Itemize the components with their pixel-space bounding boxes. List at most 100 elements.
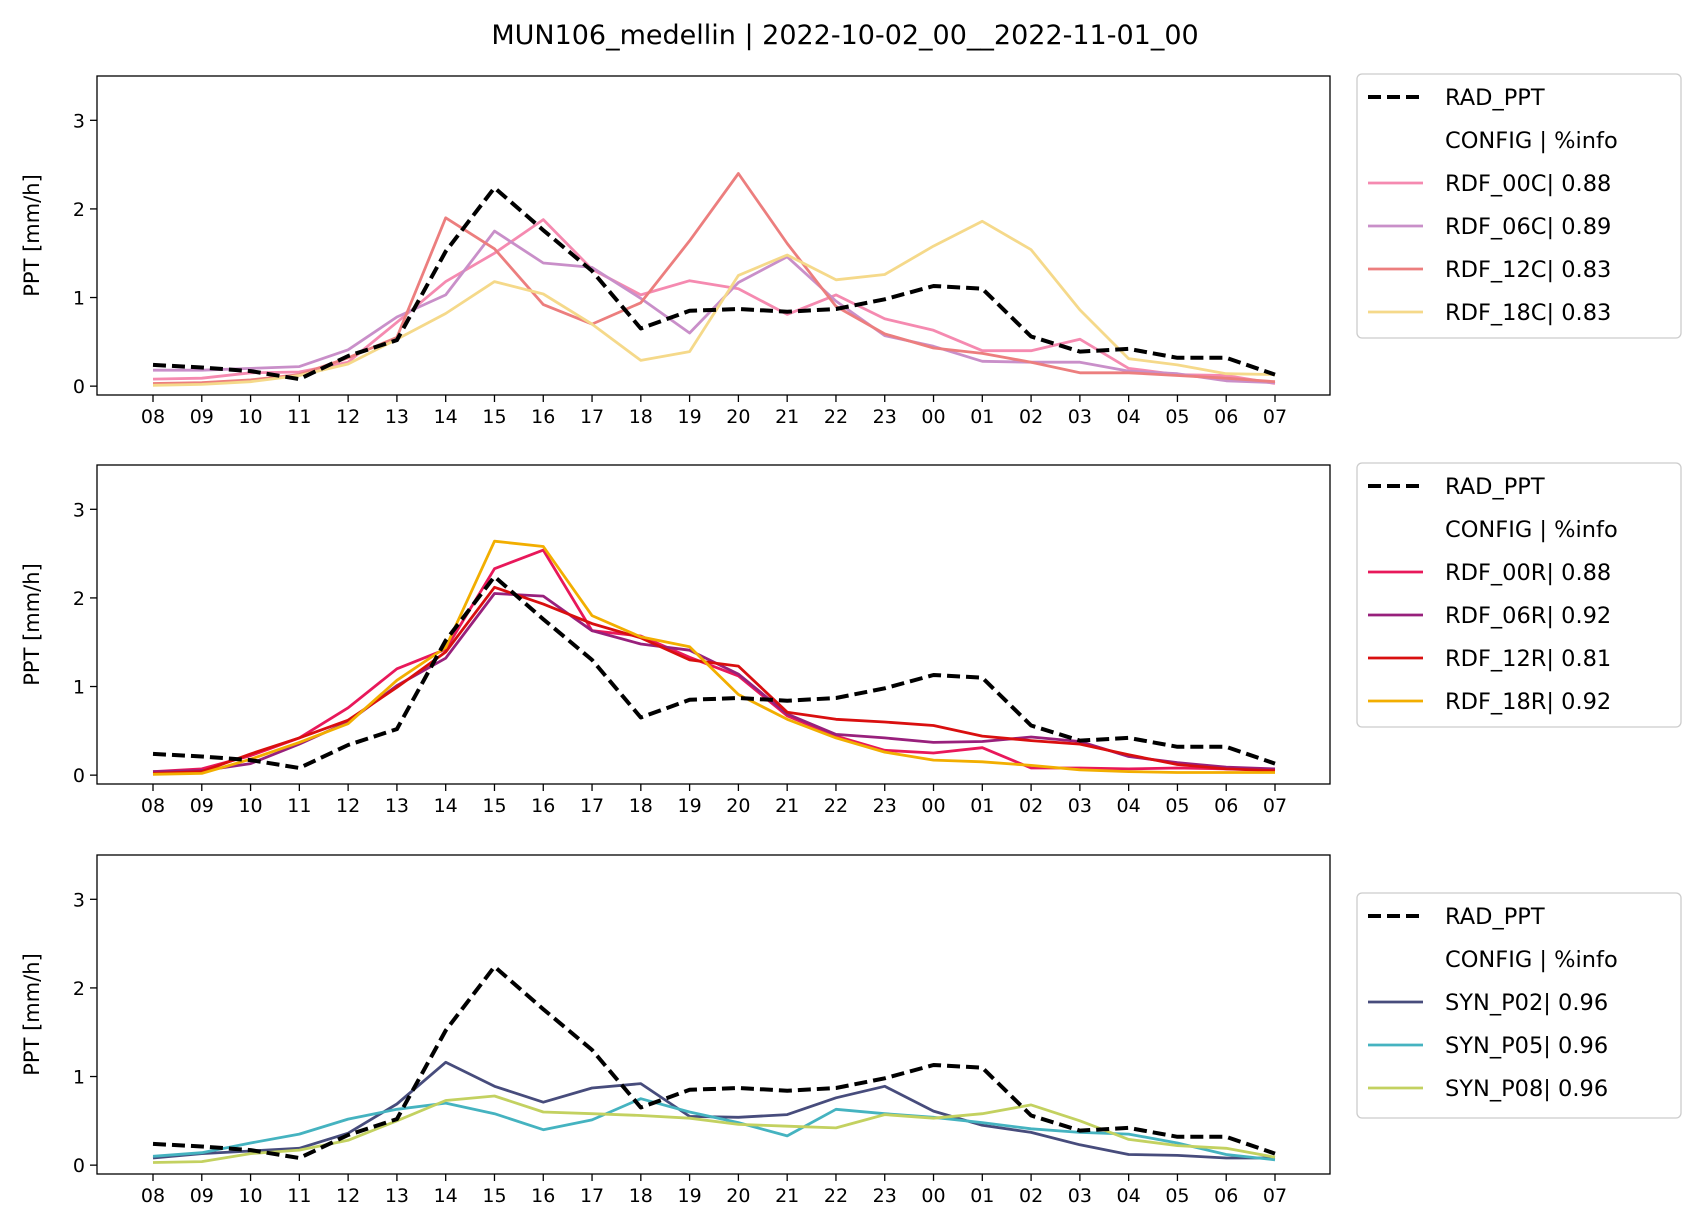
x-tick-label: 19 [678, 1185, 702, 1207]
series-line-rdf-06c [153, 229, 1276, 384]
y-tick-label: 1 [73, 1067, 85, 1089]
x-tick-label: 05 [1165, 795, 1189, 817]
x-tick-label: 04 [1117, 1185, 1141, 1207]
x-tick-label: 21 [775, 1185, 799, 1207]
series-line-rad-ppt [152, 574, 1276, 770]
x-tick-label: 03 [1068, 1185, 1092, 1207]
plot-frame [96, 854, 1331, 1175]
y-tick-label: 3 [73, 889, 85, 911]
legend-label: RDF_06C| 0.89 [1445, 214, 1611, 240]
series-line-syn-p05 [152, 1097, 1276, 1162]
figure-title: MUN106_medellin | 2022-10-02_00__2022-11… [491, 20, 1198, 51]
y-tick-label: 3 [73, 499, 85, 521]
legend-label: SYN_P08| 0.96 [1445, 1076, 1608, 1102]
x-tick-label: 19 [678, 406, 702, 428]
x-tick-label: 06 [1214, 406, 1238, 428]
x-tick-label: 22 [824, 406, 848, 428]
legend-label: RAD_PPT [1445, 474, 1545, 500]
x-tick-label: 21 [775, 406, 799, 428]
y-tick-label: 0 [73, 1155, 85, 1177]
x-tick-label: 20 [726, 1185, 750, 1207]
legend-label: RAD_PPT [1445, 85, 1545, 111]
series-line-rad-ppt [152, 185, 1276, 382]
x-tick-label: 03 [1068, 406, 1092, 428]
x-tick-label: 07 [1263, 1185, 1287, 1207]
legend-label: RDF_12C| 0.83 [1445, 257, 1611, 283]
x-tick-label: 18 [629, 795, 653, 817]
x-tick-label: 16 [531, 406, 555, 428]
x-tick-label: 23 [873, 406, 897, 428]
x-tick-label: 23 [873, 1185, 897, 1207]
series-line-rdf-06r [152, 592, 1276, 773]
x-tick-label: 18 [629, 406, 653, 428]
x-tick-label: 11 [287, 406, 311, 428]
legend-label: RDF_00C| 0.88 [1445, 171, 1611, 197]
series-line-rad-ppt [152, 964, 1276, 1160]
x-tick-label: 15 [482, 795, 506, 817]
x-tick-label: 02 [1019, 795, 1043, 817]
series-line-rdf-12r [152, 585, 1276, 775]
x-tick-label: 03 [1068, 795, 1092, 817]
x-tick-label: 16 [531, 795, 555, 817]
x-tick-label: 01 [970, 406, 994, 428]
legend-label: RDF_12R| 0.81 [1445, 646, 1611, 672]
x-tick-label: 00 [921, 406, 945, 428]
x-tick-label: 20 [726, 795, 750, 817]
x-tick-label: 14 [434, 406, 458, 428]
x-tick-label: 17 [580, 1185, 604, 1207]
x-tick-label: 22 [824, 1185, 848, 1207]
y-tick-label: 2 [73, 588, 85, 610]
x-tick-label: 11 [287, 1185, 311, 1207]
legend-label: SYN_P05| 0.96 [1445, 1033, 1608, 1059]
x-tick-label: 11 [287, 795, 311, 817]
legend-header: CONFIG | %info [1445, 947, 1618, 973]
y-axis-label: PPT [mm/h] [20, 953, 44, 1076]
x-tick-label: 04 [1117, 795, 1141, 817]
x-tick-label: 07 [1263, 795, 1287, 817]
x-tick-label: 07 [1263, 406, 1287, 428]
y-tick-label: 3 [73, 110, 85, 132]
x-tick-label: 04 [1117, 406, 1141, 428]
y-tick-label: 1 [73, 288, 85, 310]
legend-label: RAD_PPT [1445, 904, 1545, 930]
x-tick-label: 02 [1019, 406, 1043, 428]
legend: RAD_PPT CONFIG | %info RDF_00R| 0.88 RDF_06… [1356, 462, 1682, 728]
x-tick-label: 12 [336, 795, 360, 817]
x-tick-label: 05 [1165, 406, 1189, 428]
x-tick-label: 02 [1019, 1185, 1043, 1207]
legend-header: CONFIG | %info [1445, 128, 1618, 154]
x-tick-label: 10 [238, 1185, 262, 1207]
x-tick-label: 16 [531, 1185, 555, 1207]
x-tick-label: 21 [775, 795, 799, 817]
x-tick-label: 23 [873, 795, 897, 817]
series-line-rdf-18r [152, 539, 1275, 776]
x-tick-label: 08 [141, 406, 165, 428]
x-tick-label: 20 [726, 406, 750, 428]
x-tick-label: 22 [824, 795, 848, 817]
y-tick-label: 0 [73, 765, 85, 787]
plot-frame [96, 75, 1331, 396]
legend-label: RDF_00R| 0.88 [1445, 560, 1611, 586]
x-tick-label: 17 [580, 406, 604, 428]
legend: RAD_PPT CONFIG | %info SYN_P02| 0.96 SYN_P0… [1356, 892, 1682, 1119]
x-tick-label: 09 [190, 1185, 214, 1207]
x-tick-label: 05 [1165, 1185, 1189, 1207]
y-tick-label: 1 [73, 677, 85, 699]
x-tick-label: 01 [970, 1185, 994, 1207]
x-tick-label: 12 [336, 1185, 360, 1207]
legend-label: SYN_P02| 0.96 [1445, 990, 1608, 1016]
series-line-rdf-00c [152, 218, 1276, 385]
series-line-syn-p08 [152, 1094, 1276, 1164]
y-tick-label: 0 [73, 376, 85, 398]
legend-box [1356, 462, 1682, 728]
legend-box [1356, 892, 1682, 1119]
legend: RAD_PPT CONFIG | %info RDF_00C| 0.88 RDF_06… [1356, 73, 1682, 339]
x-tick-label: 12 [336, 406, 360, 428]
x-tick-label: 10 [238, 795, 262, 817]
plot-frame [96, 464, 1331, 785]
x-tick-label: 06 [1214, 795, 1238, 817]
x-tick-label: 01 [970, 795, 994, 817]
